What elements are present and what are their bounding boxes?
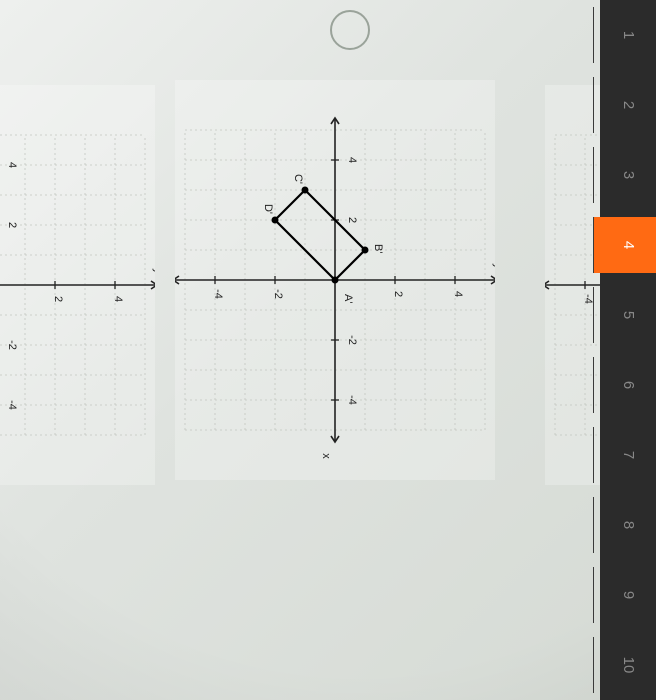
graph-center: -4 -4 -2 -2 2 2 4 4 y x A' B' C' D' [175, 80, 495, 480]
nav-item-8[interactable]: 8 [593, 497, 656, 553]
svg-text:2: 2 [6, 222, 18, 228]
svg-text:D': D' [262, 204, 274, 214]
svg-text:4: 4 [452, 291, 464, 297]
svg-text:-2: -2 [6, 340, 18, 350]
svg-text:4: 4 [346, 157, 358, 163]
svg-text:A': A' [342, 294, 354, 303]
svg-text:y: y [492, 263, 495, 269]
nav-item-label: 3 [620, 171, 637, 179]
nav-item-label: 5 [620, 311, 637, 319]
nav-item-label: 1 [620, 31, 637, 39]
record-icon[interactable] [330, 10, 370, 50]
nav-item-label: 8 [620, 521, 637, 529]
nav-item-label: 4 [620, 241, 637, 249]
svg-text:2: 2 [346, 217, 358, 223]
nav-item-10[interactable]: 10 [593, 637, 656, 693]
nav-item-5[interactable]: 5 [593, 287, 656, 343]
nav-item-label: 6 [620, 381, 637, 389]
svg-text:2: 2 [392, 291, 404, 297]
nav-item-7[interactable]: 7 [593, 427, 656, 483]
svg-text:-4: -4 [346, 395, 358, 405]
nav-item-2[interactable]: 2 [593, 77, 656, 133]
svg-text:-2: -2 [346, 335, 358, 345]
nav-item-3[interactable]: 3 [593, 147, 656, 203]
question-navigator: 1 2 3 4 5 6 7 8 9 10 [600, 0, 656, 700]
graph-left: -4-4-2-22244yxA'B'C'D' [0, 85, 155, 485]
svg-text:B': B' [372, 244, 384, 253]
svg-text:y: y [152, 268, 155, 274]
svg-text:2: 2 [52, 296, 64, 302]
svg-text:-4: -4 [212, 289, 224, 299]
nav-item-label: 7 [620, 451, 637, 459]
svg-text:C': C' [292, 174, 304, 184]
svg-text:-2: -2 [272, 289, 284, 299]
svg-text:4: 4 [6, 162, 18, 168]
nav-item-4[interactable]: 4 [593, 217, 656, 273]
svg-text:-4: -4 [6, 400, 18, 410]
nav-item-9[interactable]: 9 [593, 567, 656, 623]
svg-text:4: 4 [112, 296, 124, 302]
nav-item-label: 10 [620, 657, 637, 674]
nav-item-label: 9 [620, 591, 637, 599]
svg-text:x: x [320, 453, 332, 459]
nav-item-1[interactable]: 1 [593, 7, 656, 63]
nav-item-6[interactable]: 6 [593, 357, 656, 413]
nav-item-label: 2 [620, 101, 637, 109]
worksheet-canvas: -4 -4 -2 -2 2 2 4 4 y x A' B' C' D' -4 -4 -2 -2 2 2 4 4 y x A' B… [0, 0, 600, 700]
